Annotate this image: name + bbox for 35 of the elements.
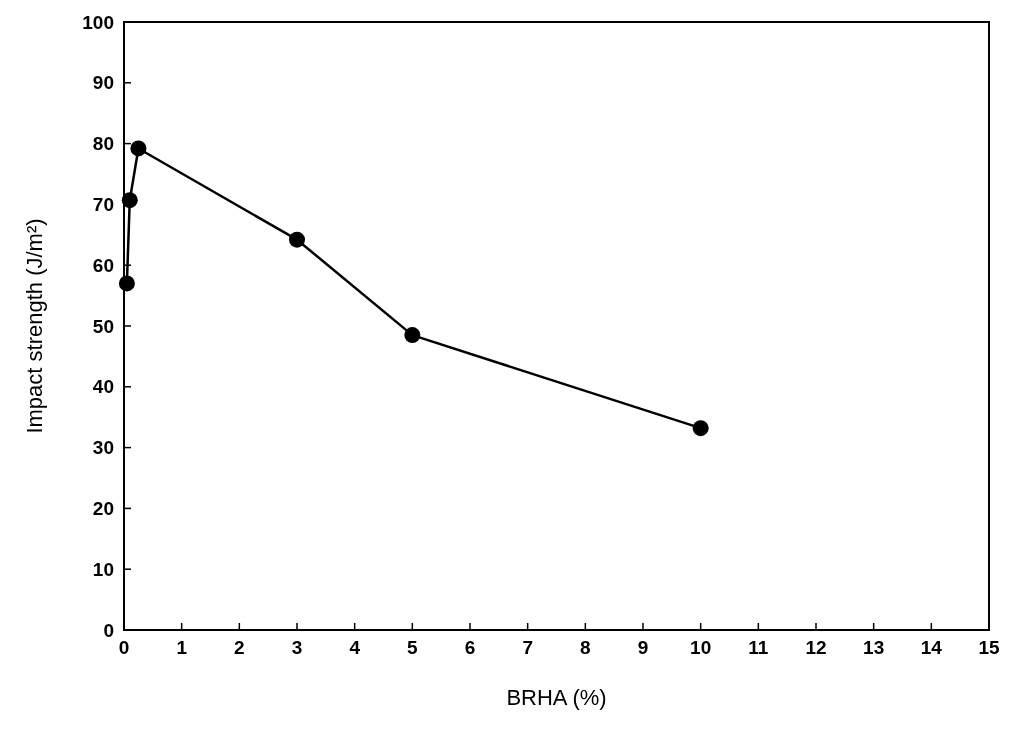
x-tick-label: 15	[978, 637, 1000, 658]
x-tick-label: 5	[407, 637, 419, 658]
y-tick-label: 90	[92, 72, 114, 94]
y-tick-label: 20	[92, 498, 114, 520]
point	[121, 192, 138, 209]
x-tick-label: 0	[118, 637, 130, 658]
y-tick-label: 70	[92, 194, 114, 216]
x-tick-label: 14	[920, 637, 943, 658]
x-tick-label: 2	[234, 637, 245, 658]
point	[118, 275, 135, 292]
x-tick-label: 9	[637, 637, 649, 658]
y-tick-label: 30	[92, 437, 114, 459]
point	[289, 231, 305, 248]
x-tick-label: 3	[291, 637, 303, 658]
y-tick-label: 0	[103, 619, 114, 641]
y-tick-label: 100	[82, 11, 114, 33]
x-tick-label: 11	[748, 637, 769, 658]
y-axis-title: Impact strength (J/m²)	[22, 218, 47, 434]
point	[692, 420, 709, 437]
x-tick-label: 1	[176, 637, 188, 658]
x-tick-label: 7	[522, 637, 533, 658]
x-tick-label: 6	[464, 637, 476, 658]
x-tick-label: 13	[863, 637, 885, 658]
y-tick-label: 60	[92, 254, 114, 276]
y-tick-label: 80	[92, 133, 114, 155]
x-tick-label: 4	[349, 637, 361, 658]
y-tick-label: 10	[92, 558, 114, 580]
x-tick-label: 10	[690, 637, 712, 658]
y-tick-label: 40	[92, 376, 114, 398]
y-tick-label: 50	[92, 315, 114, 337]
point	[404, 327, 421, 344]
x-tick-label: 12	[805, 637, 827, 658]
point	[130, 140, 147, 157]
x-axis-title: BRHA (%)	[506, 685, 607, 710]
x-tick-label: 8	[580, 637, 591, 658]
